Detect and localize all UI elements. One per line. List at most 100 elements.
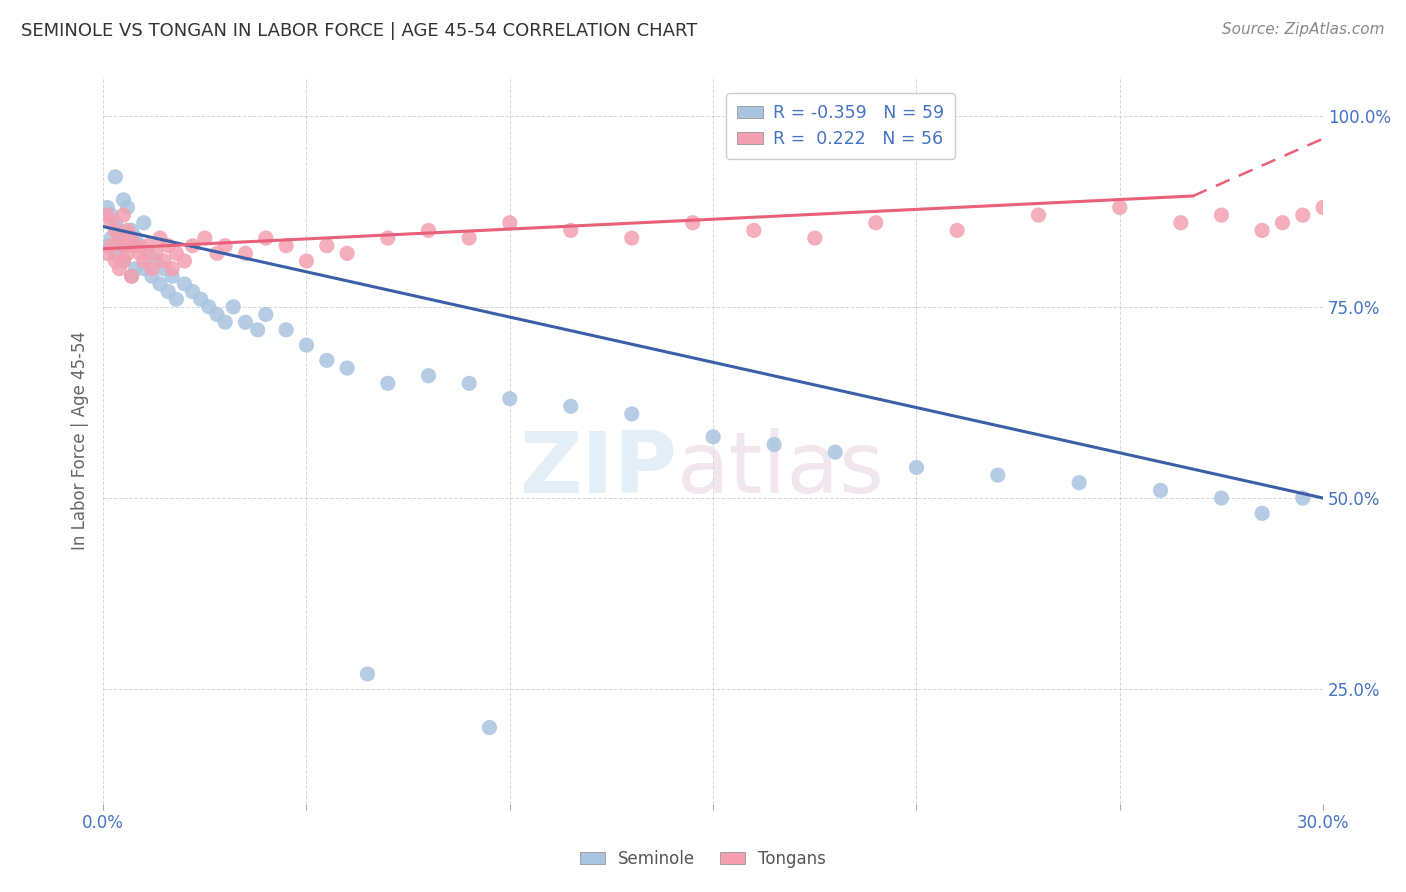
- Point: [96, 246, 118, 260]
- Text: atlas: atlas: [676, 428, 884, 511]
- Point: [336, 246, 359, 260]
- Point: [104, 254, 127, 268]
- Point: [100, 208, 122, 222]
- Point: [108, 238, 131, 252]
- Point: [104, 246, 127, 260]
- Point: [112, 254, 135, 268]
- Text: SEMINOLE VS TONGAN IN LABOR FORCE | AGE 45-54 CORRELATION CHART: SEMINOLE VS TONGAN IN LABOR FORCE | AGE …: [21, 22, 697, 40]
- Point: [194, 231, 217, 245]
- Point: [112, 238, 135, 252]
- Point: [108, 261, 131, 276]
- Point: [117, 223, 139, 237]
- Point: [254, 231, 277, 245]
- Point: [235, 315, 257, 329]
- Point: [112, 254, 135, 268]
- Point: [100, 231, 122, 245]
- Point: [124, 231, 146, 245]
- Point: [276, 323, 298, 337]
- Point: [117, 246, 139, 260]
- Point: [865, 216, 887, 230]
- Point: [132, 254, 155, 268]
- Point: [157, 238, 180, 252]
- Point: [121, 269, 143, 284]
- Point: [620, 231, 643, 245]
- Point: [499, 216, 522, 230]
- Point: [96, 208, 118, 222]
- Point: [315, 238, 337, 252]
- Point: [763, 437, 786, 451]
- Point: [149, 231, 172, 245]
- Point: [702, 430, 724, 444]
- Point: [418, 368, 440, 383]
- Point: [560, 223, 582, 237]
- Point: [112, 193, 135, 207]
- Point: [181, 285, 204, 299]
- Point: [1312, 201, 1334, 215]
- Point: [356, 667, 378, 681]
- Point: [377, 231, 399, 245]
- Point: [235, 246, 257, 260]
- Point: [190, 292, 212, 306]
- Text: Source: ZipAtlas.com: Source: ZipAtlas.com: [1222, 22, 1385, 37]
- Point: [418, 223, 440, 237]
- Point: [145, 246, 167, 260]
- Legend: Seminole, Tongans: Seminole, Tongans: [574, 844, 832, 875]
- Point: [108, 231, 131, 245]
- Point: [128, 246, 150, 260]
- Point: [121, 269, 143, 284]
- Point: [124, 238, 146, 252]
- Point: [222, 300, 245, 314]
- Point: [104, 216, 127, 230]
- Point: [162, 261, 184, 276]
- Point: [499, 392, 522, 406]
- Point: [946, 223, 969, 237]
- Point: [104, 223, 127, 237]
- Point: [1251, 507, 1274, 521]
- Point: [132, 216, 155, 230]
- Point: [1149, 483, 1171, 498]
- Point: [100, 216, 122, 230]
- Point: [336, 361, 359, 376]
- Point: [905, 460, 928, 475]
- Point: [173, 277, 195, 291]
- Point: [804, 231, 827, 245]
- Point: [153, 261, 176, 276]
- Point: [121, 223, 143, 237]
- Point: [478, 721, 501, 735]
- Point: [112, 208, 135, 222]
- Point: [1028, 208, 1050, 222]
- Point: [173, 254, 195, 268]
- Point: [987, 468, 1010, 483]
- Point: [145, 254, 167, 268]
- Point: [1211, 208, 1233, 222]
- Point: [276, 238, 298, 252]
- Point: [1292, 491, 1315, 505]
- Point: [153, 254, 176, 268]
- Point: [1251, 223, 1274, 237]
- Point: [128, 238, 150, 252]
- Point: [295, 338, 318, 352]
- Text: ZIP: ZIP: [519, 428, 676, 511]
- Point: [458, 231, 481, 245]
- Point: [117, 201, 139, 215]
- Point: [124, 261, 146, 276]
- Point: [136, 246, 159, 260]
- Point: [162, 269, 184, 284]
- Point: [205, 246, 228, 260]
- Point: [96, 201, 118, 215]
- Point: [149, 277, 172, 291]
- Point: [117, 238, 139, 252]
- Point: [104, 169, 127, 184]
- Point: [682, 216, 704, 230]
- Point: [157, 285, 180, 299]
- Point: [132, 261, 155, 276]
- Point: [100, 238, 122, 252]
- Point: [181, 238, 204, 252]
- Point: [315, 353, 337, 368]
- Point: [1271, 216, 1294, 230]
- Point: [1211, 491, 1233, 505]
- Point: [742, 223, 765, 237]
- Point: [165, 246, 187, 260]
- Point: [295, 254, 318, 268]
- Point: [141, 269, 163, 284]
